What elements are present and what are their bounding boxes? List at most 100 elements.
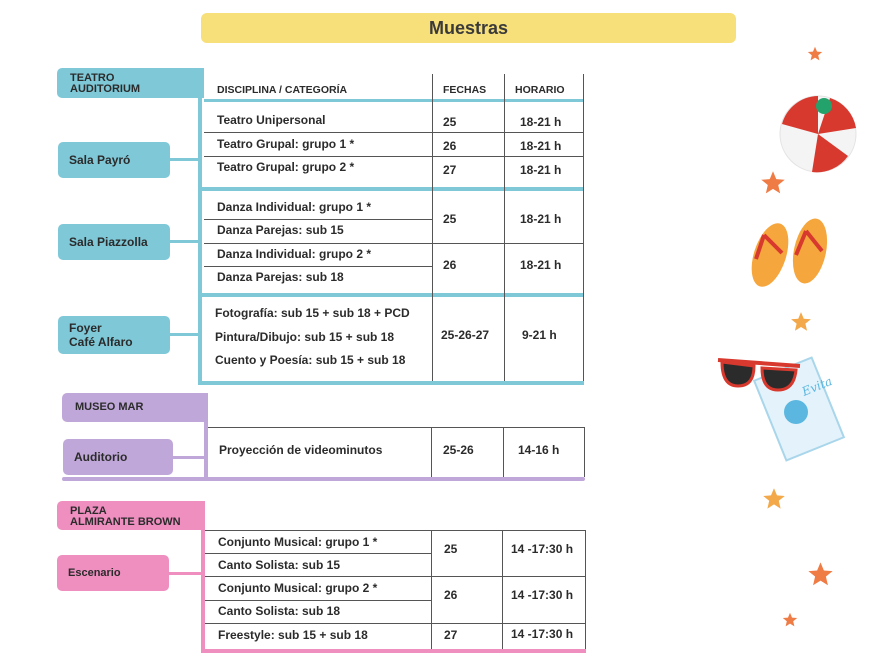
table-cell-disciplina: Canto Solista: sub 18 — [218, 604, 341, 618]
column-line — [585, 530, 586, 649]
page-title: Muestras — [201, 13, 736, 43]
table-cell-disciplina: Canto Solista: sub 15 — [218, 558, 341, 572]
row-divider — [205, 576, 586, 577]
table-cell-horario: 14-16 h — [518, 443, 560, 457]
table-cell-horario: 18-21 h — [520, 139, 562, 153]
table-cell-disciplina: Pintura/Dibujo: sub 15 + sub 18 — [215, 330, 395, 344]
row-divider — [205, 553, 431, 554]
room-tag-label: Café Alfaro — [69, 335, 133, 349]
venue-tag-museo-mar: MUSEO MAR — [62, 393, 208, 422]
flip-flops-icon — [751, 218, 828, 287]
star-icon — [807, 46, 823, 61]
venue-tag-line: TEATRO — [70, 72, 115, 84]
header-horario: HORARIO — [515, 84, 565, 96]
museo-frame-bottom — [62, 477, 585, 481]
room-connector — [168, 572, 203, 575]
room-tag-label: Sala Payró — [69, 153, 131, 167]
table-cell-fecha: 27 — [443, 163, 457, 177]
table-cell-disciplina: Danza Individual: grupo 1 * — [217, 200, 372, 214]
room-connector — [168, 240, 200, 243]
room-tag-foyer-cafe-alfaro: Foyer Café Alfaro — [58, 316, 170, 354]
table-cell-disciplina: Teatro Grupal: grupo 1 * — [217, 137, 355, 151]
table-cell-fecha: 26 — [443, 139, 457, 153]
museo-frame-left — [204, 393, 208, 481]
row-divider — [204, 219, 432, 220]
row-divider — [205, 600, 431, 601]
room-tag-label: Auditorio — [74, 450, 128, 464]
table-cell-horario: 18-21 h — [520, 163, 562, 177]
star-icon — [782, 612, 798, 627]
table-cell-fecha: 25-26 — [443, 443, 474, 457]
row-divider — [204, 243, 584, 244]
teatro-frame-left — [198, 68, 202, 385]
star-icon — [791, 312, 811, 331]
table-cell-disciplina: Cuento y Poesía: sub 15 + sub 18 — [215, 353, 406, 367]
venue-tag-line: MUSEO MAR — [75, 401, 144, 413]
table-cell-fecha: 26 — [443, 258, 457, 272]
table-cell-disciplina: Danza Parejas: sub 18 — [217, 270, 344, 284]
row-divider — [204, 266, 432, 267]
room-tag-label: Sala Piazzolla — [69, 235, 148, 249]
beach-ball-icon — [779, 95, 857, 173]
star-icon — [808, 562, 833, 586]
table-cell-fecha: 25-26-27 — [441, 328, 490, 342]
venue-tag-line: AUDITORIUM — [70, 83, 141, 95]
venue-tag-line: ALMIRANTE BROWN — [70, 516, 181, 528]
table-cell-disciplina: Freestyle: sub 15 + sub 18 — [218, 628, 368, 642]
column-line — [583, 74, 584, 381]
table-cell-fecha: 27 — [444, 628, 458, 642]
column-line — [502, 530, 503, 649]
star-icon — [763, 488, 785, 509]
table-cell-disciplina: Fotografía: sub 15 + sub 18 + PCD — [215, 306, 410, 320]
table-cell-disciplina: Danza Individual: grupo 2 * — [217, 247, 372, 261]
teatro-separator-2 — [198, 293, 584, 297]
plaza-frame-left — [201, 501, 205, 653]
venue-tag-line: PLAZA — [70, 505, 107, 517]
teatro-separator-1 — [198, 187, 584, 191]
column-line — [584, 427, 585, 477]
column-line — [504, 74, 505, 381]
row-divider — [205, 530, 586, 531]
star-icon — [761, 171, 785, 194]
room-tag-auditorio: Auditorio — [63, 439, 173, 475]
table-cell-fecha: 25 — [444, 542, 458, 556]
room-connector — [168, 158, 200, 161]
column-line — [503, 427, 504, 477]
table-cell-disciplina: Conjunto Musical: grupo 2 * — [218, 581, 378, 595]
room-tag-sala-piazzolla: Sala Piazzolla — [58, 224, 170, 260]
table-cell-horario: 14 -17:30 h — [511, 542, 574, 556]
table-cell-horario: 9-21 h — [522, 328, 557, 342]
room-connector — [172, 456, 206, 459]
teatro-frame-bottom — [198, 381, 584, 385]
row-divider — [204, 132, 584, 133]
sunglasses-icon — [717, 358, 801, 392]
header-fechas: FECHAS — [443, 84, 487, 96]
table-cell-disciplina: Teatro Grupal: grupo 2 * — [217, 160, 355, 174]
room-connector — [168, 333, 200, 336]
column-line — [431, 427, 432, 477]
table-cell-disciplina: Teatro Unipersonal — [217, 113, 326, 127]
table-cell-fecha: 26 — [444, 588, 458, 602]
column-line — [432, 74, 433, 381]
plaza-frame-bottom — [201, 649, 586, 653]
page-title-text: Muestras — [428, 17, 509, 38]
column-line — [431, 530, 432, 649]
teatro-frame-top-line — [204, 99, 584, 102]
table-cell-disciplina: Proyección de videominutos — [219, 443, 383, 457]
row-divider — [205, 623, 586, 624]
table-cell-horario: 14 -17:30 h — [511, 627, 574, 641]
table-cell-fecha: 25 — [443, 115, 457, 129]
row-divider — [208, 427, 585, 428]
room-tag-label: Escenario — [68, 567, 121, 579]
venue-tag-plaza-almirante-brown: PLAZA ALMIRANTE BROWN — [57, 501, 205, 530]
table-cell-horario: 14 -17:30 h — [511, 588, 574, 602]
row-divider — [204, 156, 584, 157]
room-tag-sala-payro: Sala Payró — [58, 142, 170, 178]
table-cell-horario: 18-21 h — [520, 258, 562, 272]
venue-tag-teatro-auditorium: TEATRO AUDITORIUM — [57, 68, 204, 98]
table-cell-horario: 18-21 h — [520, 212, 562, 226]
header-disciplina: DISCIPLINA / CATEGORÍA — [217, 84, 348, 96]
room-tag-escenario: Escenario — [57, 555, 169, 591]
table-cell-disciplina: Danza Parejas: sub 15 — [217, 223, 344, 237]
room-tag-label: Foyer — [69, 321, 102, 335]
